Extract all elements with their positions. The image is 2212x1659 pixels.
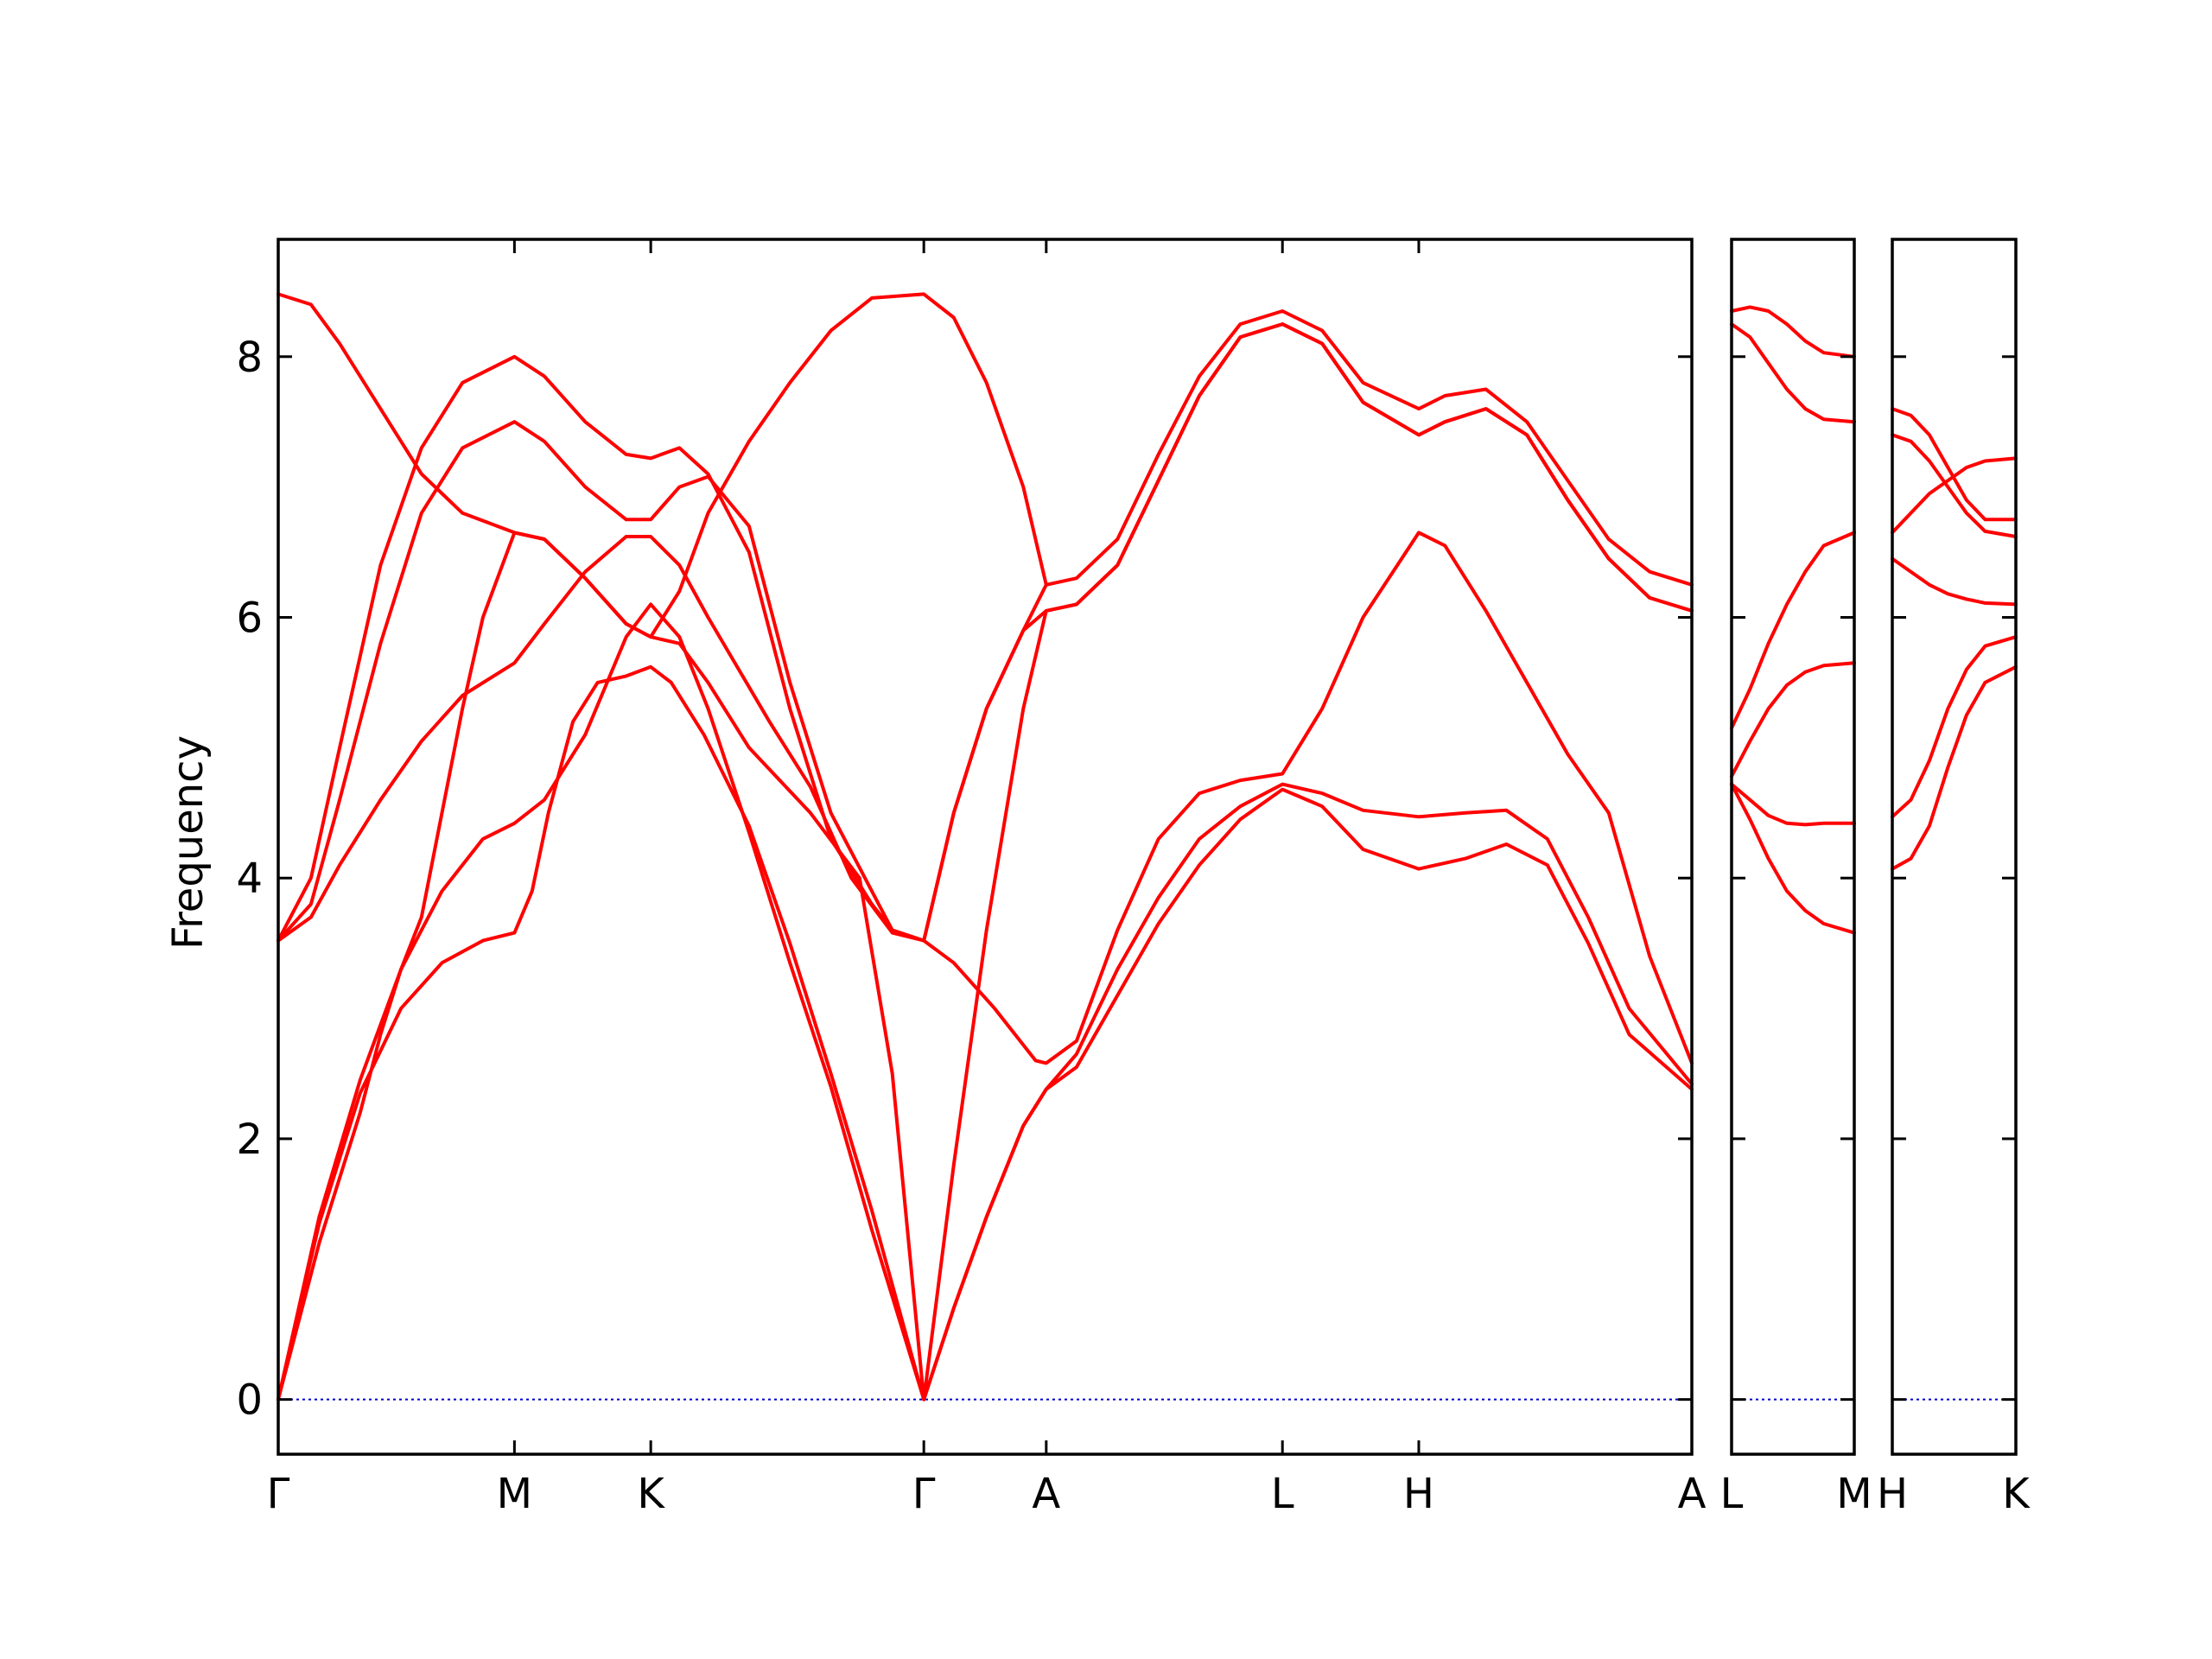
x-tick-label: K — [637, 1470, 665, 1518]
panel-frame — [276, 238, 1694, 1456]
band-line-2 — [1730, 782, 1856, 827]
band-line-3 — [1730, 661, 1856, 779]
x-tick-label: Γ — [267, 1470, 290, 1518]
y-tick-label: 6 — [236, 594, 263, 642]
y-tick-label: 2 — [236, 1116, 263, 1164]
y-tick-label: 8 — [236, 334, 263, 382]
x-tick-label: M — [1836, 1470, 1872, 1518]
band-line-6 — [1891, 407, 2018, 522]
band-line-6 — [276, 309, 1694, 943]
panel-frame — [1730, 238, 1856, 1456]
y-tick-label: 4 — [236, 855, 263, 903]
band-line-2 — [276, 602, 1694, 1402]
x-tick-label: A — [1678, 1470, 1707, 1518]
y-tick-label: 0 — [236, 1376, 263, 1425]
x-tick-label: K — [2002, 1470, 2031, 1518]
band-line-3 — [1891, 556, 2018, 607]
x-tick-label: H — [1403, 1470, 1434, 1518]
band-line-3 — [276, 322, 1694, 1402]
band-line-5 — [1891, 433, 2018, 538]
band-line-4 — [1891, 456, 2018, 535]
band-line-4 — [276, 531, 1694, 1065]
x-tick-label: L — [1720, 1470, 1744, 1518]
band-line-1 — [1730, 782, 1856, 935]
band-line-6 — [1730, 305, 1856, 359]
x-tick-label: M — [497, 1470, 532, 1518]
band-line-7 — [276, 292, 1048, 639]
panel-1: 0 2 4 6 8 Γ M K Γ A L H A — [236, 238, 1707, 1518]
x-tick-label: Γ — [912, 1470, 936, 1518]
panel-frame — [1891, 238, 2018, 1456]
x-tick-label: H — [1877, 1470, 1908, 1518]
band-line-2 — [1891, 635, 2018, 819]
band-line-1 — [1891, 664, 2018, 871]
x-tick-label: L — [1271, 1470, 1294, 1518]
band-line-1 — [276, 664, 1694, 1402]
band-line-4 — [1730, 531, 1856, 730]
x-tick-label: A — [1032, 1470, 1060, 1518]
band-line-5 — [1730, 322, 1856, 424]
y-axis-label: Frequency — [164, 735, 213, 950]
band-line-5 — [276, 322, 1694, 943]
